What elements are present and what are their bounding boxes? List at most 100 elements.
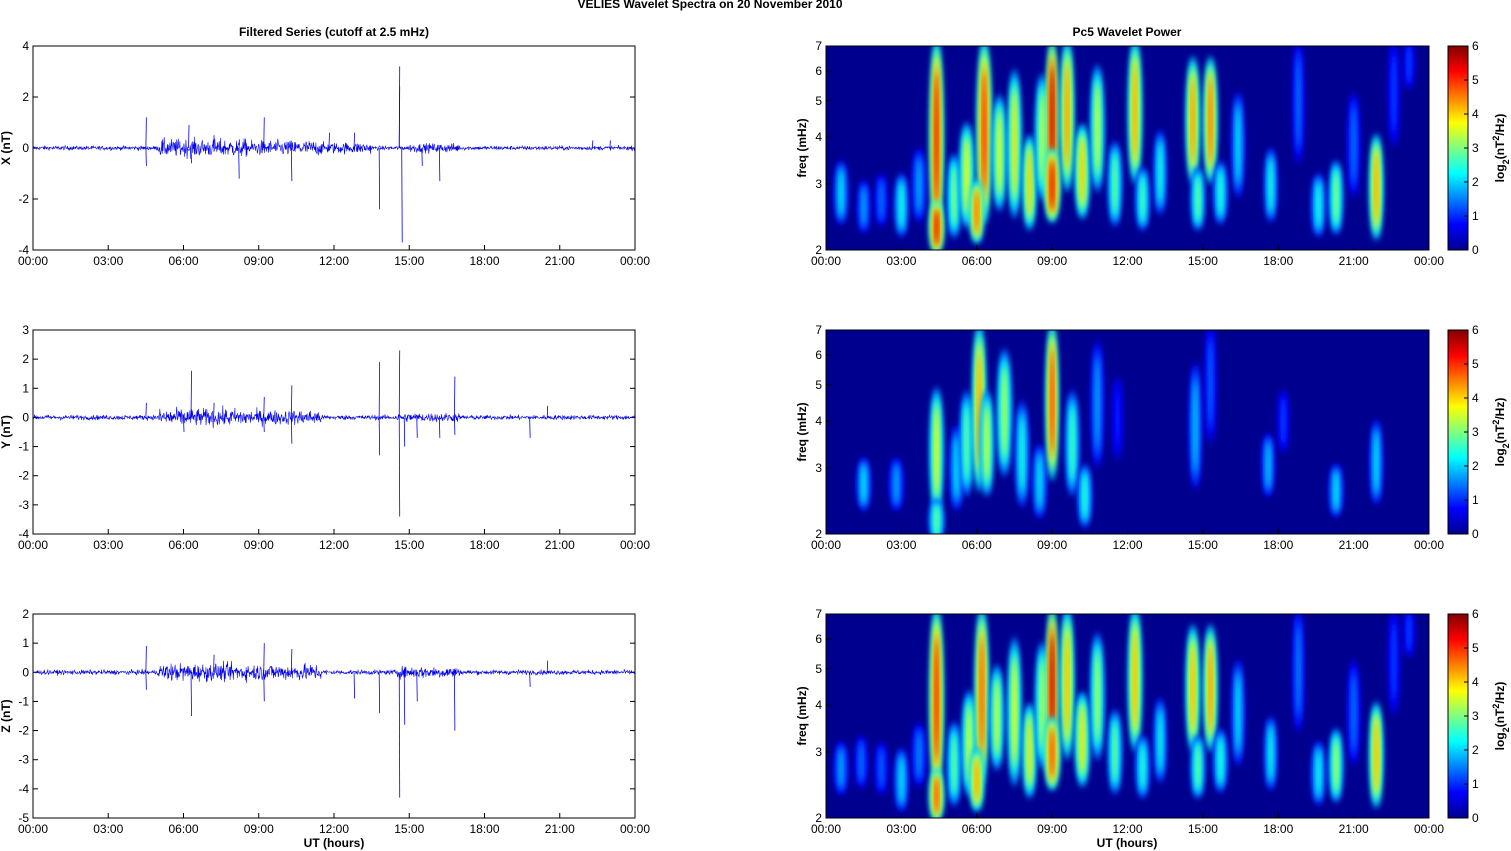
series-xtick-label: 21:00 [545,254,575,268]
wavelet-blob [1050,729,1054,778]
wavelet-blob [1392,57,1395,129]
wavelet-ytick-label: 3 [815,461,822,475]
wavelet-ylabel: freq (mHz) [795,686,809,745]
right-xlabel: UT (hours) [1097,836,1158,850]
wavelet-blob [975,191,979,233]
wavelet-blob [1080,708,1084,771]
series-spike [378,362,381,418]
wavelet-blob [952,736,956,792]
series-ylabel: Z (nT) [0,699,13,732]
series-ytick-label: 2 [22,607,29,621]
wavelet-blob [1158,145,1162,201]
series-xtick-label: 18:00 [469,822,499,836]
wavelet-blobs [834,614,1415,818]
series-spike [263,397,265,418]
series-trace [32,136,636,160]
wavelet-blob [975,759,979,801]
wavelet-blob [1334,173,1338,222]
series-xtick-label: 12:00 [319,538,349,552]
colorbar-tick-label: 5 [1472,641,1479,655]
wavelet-blob [1209,646,1212,730]
wavelet-blob [977,352,981,462]
wavelet-blob [935,210,939,245]
wavelet-xtick-label: 12:00 [1112,822,1142,836]
wavelet-blob [859,744,863,780]
series-spike [353,132,355,149]
wavelet-blob [899,184,903,226]
wavelet-blob [917,734,921,776]
series-ytick-label: -4 [18,782,29,796]
colorbar-tick-label: 6 [1472,323,1479,337]
wavelet-blob [1070,409,1074,478]
series-spike [398,672,401,798]
colorbar-tick-label: 0 [1472,811,1479,825]
series-xtick-label: 00:00 [18,822,48,836]
wavelet-ytick-label: 5 [815,662,822,676]
series-spike [328,132,330,149]
wavelet-blob [1374,152,1378,222]
series-xtick-label: 18:00 [469,538,499,552]
wavelet-ytick-label: 7 [815,607,822,621]
wavelet-blob [1038,457,1041,506]
colorbar-tick-label: 1 [1472,493,1479,507]
series-spike [454,376,456,418]
series-xtick-label: 09:00 [244,822,274,836]
series-ytick-label: -4 [18,243,29,257]
wavelet-ytick-label: 4 [815,698,822,712]
colorbar-label: log2(nT2/Hz) [1491,398,1511,467]
wavelet-blob [1040,664,1044,747]
colorbar-tick-label: 2 [1472,459,1479,473]
wavelet-blob [1013,95,1016,192]
wavelet-blob [935,639,938,760]
series-panel-z: -5 -4 -3 -2 -1 0 1 2 00:00 03:00 06:00 09:00 12:00 15… [0,607,650,836]
wavelet-blob [1352,678,1355,748]
wavelet-xtick-label: 00:00 [1414,538,1444,552]
wavelet-blob [1236,110,1240,180]
colorbar-tick-label: 6 [1472,607,1479,621]
wavelet-blob [894,467,898,502]
series-spike [190,147,192,164]
series-xtick-label: 21:00 [545,538,575,552]
series-spike [529,672,531,687]
series-spike [378,147,381,210]
wavelet-xtick-label: 03:00 [886,538,916,552]
wavelet-xtick-label: 12:00 [1112,538,1142,552]
colorbar-tick-label: 1 [1472,777,1479,791]
series-spike [263,672,265,702]
wavelet-xtick-label: 15:00 [1188,822,1218,836]
wavelet-blobs [856,330,1383,534]
right-column-title: Pc5 Wavelet Power [1073,25,1182,39]
wavelet-panel-z: 2 3 4 5 6 7 00:00 03:00 06:00 09:00 12:00 15:00 18:0… [795,607,1511,836]
wavelet-blob [1407,47,1410,81]
wavelet-blob [967,709,971,778]
wavelet-ytick-label: 3 [815,745,822,759]
wavelet-blob [899,759,903,801]
series-spike [145,646,147,673]
wavelet-blob [1196,746,1200,788]
series-spike [213,135,215,149]
wavelet-xtick-label: 00:00 [811,822,841,836]
series-ytick-label: -2 [18,469,29,483]
series-xtick-label: 15:00 [394,254,424,268]
wavelet-blob [1352,110,1355,180]
series-trace [32,405,636,429]
wavelet-xtick-label: 00:00 [1414,254,1444,268]
colorbar-tick-label: 1 [1472,209,1479,223]
wavelet-blob [935,506,939,534]
wavelet-blob [1133,632,1137,727]
wavelet-blob [1013,663,1016,760]
series-spike [263,117,265,149]
series-spike [403,672,406,725]
wavelet-xtick-label: 06:00 [962,254,992,268]
series-spike [454,672,456,731]
series-spike [529,417,531,438]
colorbar-tick-label: 2 [1472,743,1479,757]
wavelet-blob [1196,178,1200,220]
wavelet-panel-y: 2 3 4 5 6 7 00:00 03:00 06:00 09:00 12:00 15:00 18:0… [795,323,1511,552]
series-xtick-label: 06:00 [168,822,198,836]
series-xtick-label: 18:00 [469,254,499,268]
wavelet-xtick-label: 06:00 [962,822,992,836]
series-ytick-label: 0 [22,410,29,424]
wavelet-blob [839,751,843,786]
wavelet-xtick-label: 00:00 [811,538,841,552]
